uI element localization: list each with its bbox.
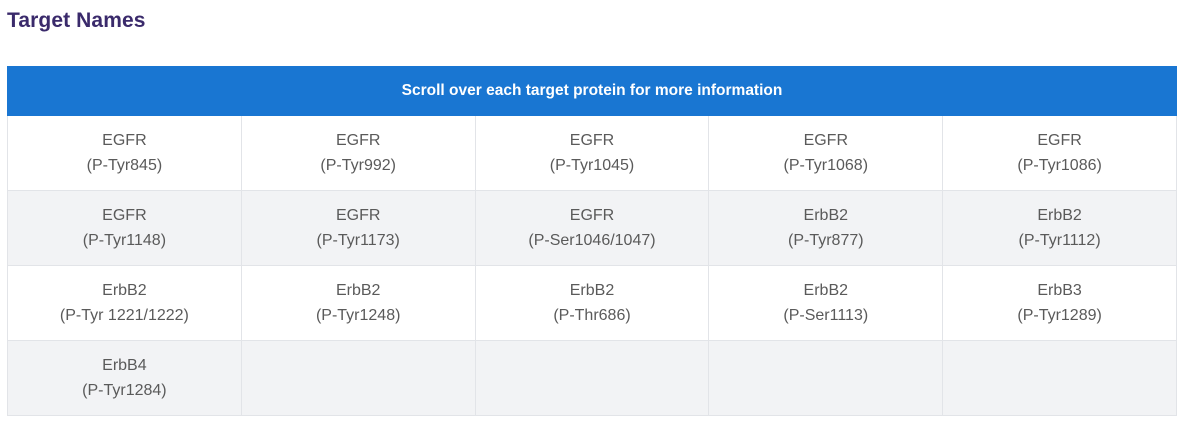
target-site: (P-Tyr845): [86, 157, 163, 174]
target-cell[interactable]: EGFR (P-Tyr845): [7, 115, 242, 191]
target-cell[interactable]: EGFR (P-Tyr1045): [474, 115, 710, 191]
target-site: (P-Tyr1068): [783, 157, 869, 174]
target-protein-name: ErbB2: [102, 282, 147, 299]
target-site: (P-Tyr 1221/1222): [59, 307, 189, 324]
target-protein-name: EGFR: [102, 132, 147, 149]
target-cell[interactable]: ErbB2 (P-Ser1113): [708, 265, 944, 341]
empty-cell: [240, 340, 476, 416]
target-cell[interactable]: EGFR (P-Tyr1148): [7, 190, 242, 266]
target-protein-name: EGFR: [569, 207, 615, 224]
target-protein-name: EGFR: [335, 207, 381, 224]
target-cell[interactable]: ErbB4 (P-Tyr1284): [7, 340, 242, 416]
target-protein-name: EGFR: [569, 132, 615, 149]
empty-cell: [708, 340, 944, 416]
target-protein-name: EGFR: [1037, 132, 1082, 149]
target-site: (P-Tyr1284): [82, 382, 167, 399]
target-names-table: Scroll over each target protein for more…: [7, 66, 1177, 416]
target-cell[interactable]: ErbB3 (P-Tyr1289): [942, 265, 1177, 341]
target-site: (P-Tyr877): [788, 232, 864, 249]
target-protein-name: ErbB3: [1037, 282, 1082, 299]
table-header-row: Scroll over each target protein for more…: [7, 66, 1177, 116]
table-banner: Scroll over each target protein for more…: [7, 66, 1177, 116]
target-cell[interactable]: EGFR (P-Tyr992): [240, 115, 476, 191]
target-protein-name: ErbB4: [102, 357, 147, 374]
target-site: (P-Tyr1045): [549, 157, 635, 174]
target-cell[interactable]: EGFR (P-Tyr1086): [942, 115, 1177, 191]
target-cell[interactable]: EGFR (P-Tyr1173): [240, 190, 476, 266]
target-protein-name: EGFR: [803, 132, 849, 149]
target-site: (P-Ser1046/1047): [528, 232, 656, 249]
empty-cell: [474, 340, 710, 416]
target-names-table-container: Scroll over each target protein for more…: [7, 66, 1177, 416]
target-site: (P-Tyr1173): [316, 232, 400, 249]
target-protein-name: ErbB2: [803, 207, 849, 224]
target-cell[interactable]: ErbB2 (P-Tyr1248): [240, 265, 476, 341]
target-protein-name: ErbB2: [1037, 207, 1082, 224]
target-site: (P-Tyr1248): [315, 307, 401, 324]
target-site: (P-Ser1113): [783, 307, 869, 324]
target-protein-name: ErbB2: [335, 282, 381, 299]
target-protein-name: ErbB2: [803, 282, 849, 299]
table-row: EGFR (P-Tyr845) EGFR (P-Tyr992) EGFR (P-Tyr…: [7, 115, 1177, 191]
target-site: (P-Tyr1112): [1018, 232, 1101, 249]
target-protein-name: EGFR: [102, 207, 147, 224]
table-row: ErbB2 (P-Tyr 1221/1222) ErbB2 (P-Tyr1248) …: [7, 265, 1177, 341]
empty-cell: [942, 340, 1177, 416]
target-cell[interactable]: ErbB2 (P-Thr686): [474, 265, 710, 341]
target-protein-name: ErbB2: [569, 282, 615, 299]
target-cell[interactable]: EGFR (P-Tyr1068): [708, 115, 944, 191]
target-cell[interactable]: ErbB2 (P-Tyr877): [708, 190, 944, 266]
target-cell[interactable]: ErbB2 (P-Tyr1112): [942, 190, 1177, 266]
page-title: Target Names: [7, 9, 146, 32]
target-site: (P-Tyr1289): [1017, 307, 1102, 324]
target-cell[interactable]: ErbB2 (P-Tyr 1221/1222): [7, 265, 242, 341]
target-site: (P-Tyr1148): [82, 232, 167, 249]
table-row: ErbB4 (P-Tyr1284): [7, 340, 1177, 416]
table-row: EGFR (P-Tyr1148) EGFR (P-Tyr1173) EGFR (P-S…: [7, 190, 1177, 266]
target-site: (P-Thr686): [553, 307, 631, 324]
target-site: (P-Tyr1086): [1017, 157, 1102, 174]
target-protein-name: EGFR: [335, 132, 381, 149]
target-cell[interactable]: EGFR (P-Ser1046/1047): [474, 190, 710, 266]
target-site: (P-Tyr992): [320, 157, 396, 174]
